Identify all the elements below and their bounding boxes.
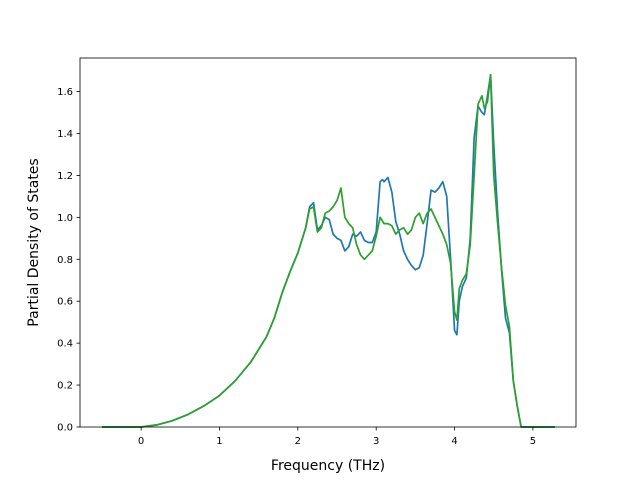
x-tick-label: 3 (373, 436, 379, 447)
x-tick-label: 1 (216, 436, 222, 447)
y-tick-label: 0.8 (57, 255, 73, 266)
x-tick-label: 0 (138, 436, 144, 447)
series-layer (101, 73, 555, 428)
y-tick-label: 0.0 (57, 423, 73, 434)
y-tick-label: 1.0 (57, 213, 73, 224)
x-tick-label: 4 (451, 436, 457, 447)
y-tick-label: 1.2 (57, 171, 73, 182)
y-tick-label: 0.4 (57, 339, 73, 350)
x-axis-label: Frequency (THz) (271, 458, 385, 474)
y-tick-label: 0.6 (57, 297, 73, 308)
y-tick-label: 0.2 (57, 381, 73, 392)
x-tick-label: 5 (530, 436, 536, 447)
y-tick-label: 1.6 (57, 87, 73, 98)
y-tick-label: 1.4 (57, 129, 73, 140)
x-axis-ticks: 0 1 2 3 4 5 (138, 427, 536, 447)
x-tick-label: 2 (295, 436, 301, 447)
y-axis-ticks: 0.0 0.2 0.4 0.6 0.8 1.0 1.2 1.4 1.6 (57, 87, 80, 434)
plot-area (80, 58, 576, 427)
series-line-2 (101, 73, 555, 428)
y-axis-label: Partial Density of States (26, 158, 42, 326)
plot-frame (79, 57, 577, 428)
